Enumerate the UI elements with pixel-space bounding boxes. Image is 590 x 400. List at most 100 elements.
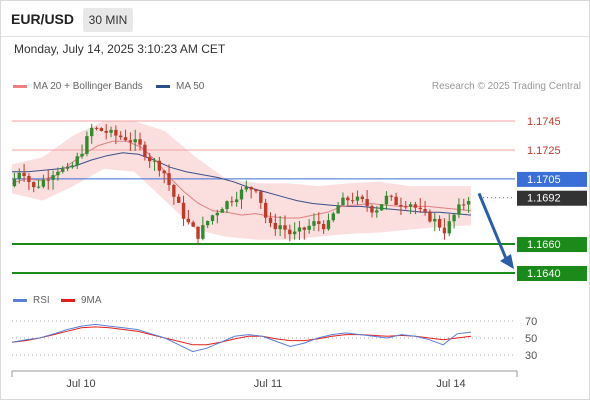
- candle-body: [172, 184, 176, 197]
- candle-body: [466, 200, 471, 205]
- candle-body: [36, 186, 41, 188]
- candle-body: [408, 204, 413, 207]
- candle-body: [22, 172, 26, 177]
- candle-body: [326, 220, 331, 230]
- candle-body: [138, 139, 142, 145]
- research-credit: Research © 2025 Trading Central: [431, 81, 581, 92]
- candle-body: [423, 209, 427, 212]
- candle-body: [205, 220, 210, 226]
- candle-body: [457, 204, 461, 215]
- candle-body: [220, 209, 224, 213]
- candle-body: [152, 160, 157, 162]
- candle-body: [331, 213, 335, 221]
- level-label-box-2: [517, 171, 587, 187]
- rsi-tick-label-70: 70: [525, 316, 537, 328]
- candle-body: [186, 218, 191, 223]
- header: EUR/USD 30 MIN: [1, 1, 589, 37]
- candle-body: [80, 153, 84, 157]
- legend-swatch-ma9: [61, 299, 75, 302]
- candle-body: [259, 191, 263, 203]
- candle-body: [41, 179, 46, 187]
- candle-body: [114, 129, 118, 136]
- candle-body: [462, 204, 466, 206]
- legend-label-ma50: MA 50: [176, 81, 205, 92]
- candle-body: [418, 207, 422, 210]
- candle-body: [341, 197, 345, 206]
- candle-body: [90, 127, 94, 137]
- candle-body: [56, 171, 60, 176]
- candle-body: [321, 224, 326, 230]
- timestamp: Monday, July 14, 2025 3:10:23 AM CET: [14, 42, 226, 56]
- candle-body: [123, 137, 128, 141]
- candle-body: [201, 225, 205, 239]
- candle-body: [413, 204, 418, 208]
- candle-body: [176, 196, 181, 203]
- candle-body: [312, 221, 316, 226]
- x-axis: Jul 10 Jul 11 Jul 14: [11, 370, 518, 390]
- legend-label-rsi: RSI: [33, 295, 50, 306]
- legend-ma9: 9MA: [61, 295, 102, 306]
- x-tick-label-1: Jul 11: [254, 378, 283, 390]
- candle-body: [375, 210, 379, 213]
- candle-body: [104, 130, 108, 133]
- candle-body: [128, 140, 133, 143]
- candle-body: [239, 189, 244, 200]
- symbol-title: EUR/USD: [11, 11, 75, 27]
- candle-body: [230, 201, 234, 203]
- legend-label-ma20: MA 20 + Bollinger Bands: [33, 81, 143, 92]
- candle-body: [273, 222, 278, 230]
- candle-body: [119, 135, 123, 138]
- candle-body: [99, 128, 104, 131]
- level-label-box-1: [517, 142, 587, 158]
- candle-body: [167, 173, 171, 185]
- candle-body: [336, 205, 340, 214]
- x-tick-label-2: Jul 14: [436, 378, 465, 390]
- price-levels: 1.1745 1.1725 1.1705 1.1692 1.1660 1.1640: [12, 114, 587, 281]
- candle-body: [215, 212, 220, 216]
- level-label-2: 1.1705: [527, 174, 561, 186]
- candle-body: [17, 172, 21, 179]
- rsi-tick-label-50: 50: [525, 333, 537, 345]
- candle-body: [263, 202, 268, 218]
- legend-rsi: RSI: [13, 295, 50, 306]
- forecast-arrow-head: [500, 254, 514, 269]
- candle-body: [70, 165, 75, 168]
- candle-body: [191, 222, 195, 227]
- candle-body: [302, 227, 307, 230]
- timeframe-badge[interactable]: 30 MIN: [83, 8, 133, 32]
- x-tick-label-0: Jul 10: [66, 378, 95, 390]
- candle-body: [283, 225, 287, 230]
- level-label-box-0: [517, 114, 587, 129]
- candle-body: [370, 206, 374, 213]
- candle-body: [162, 170, 166, 174]
- candle-body: [244, 186, 249, 190]
- candle-body: [94, 127, 99, 129]
- bollinger-band-area: [12, 121, 471, 240]
- candle-body: [428, 211, 432, 222]
- candle-body: [292, 231, 297, 235]
- candle-body: [85, 136, 89, 154]
- candle-body: [399, 205, 403, 207]
- header-divider: [1, 36, 589, 37]
- candle-body: [65, 167, 70, 169]
- candle-body: [307, 225, 311, 230]
- candle-body: [394, 196, 398, 206]
- candle-body: [157, 160, 162, 171]
- candle-body: [350, 200, 355, 202]
- legend-ma50: MA 50: [156, 81, 204, 92]
- level-label-0: 1.1745: [527, 116, 561, 128]
- level-label-box-4: [517, 237, 587, 253]
- candles: [12, 123, 471, 245]
- candle-body: [181, 202, 186, 219]
- candle-body: [437, 218, 442, 228]
- rsi-line: [11, 323, 472, 353]
- candle-body: [210, 215, 215, 221]
- ma50-line: [12, 152, 472, 216]
- candle-body: [225, 201, 229, 210]
- candle-body: [452, 214, 456, 222]
- rsi-tick-label-30: 30: [525, 350, 537, 362]
- candle-body: [61, 168, 65, 172]
- legend-label-ma9: 9MA: [81, 295, 102, 306]
- candle-body: [447, 221, 451, 234]
